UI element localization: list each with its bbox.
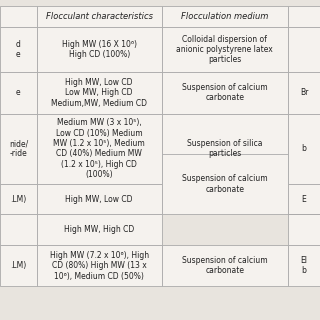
Bar <box>288 72 320 114</box>
Text: High MW, Low CD: High MW, Low CD <box>66 195 133 204</box>
Bar <box>288 6 320 27</box>
Text: High MW (16 X 10⁶)
High CD (100%): High MW (16 X 10⁶) High CD (100%) <box>62 40 137 59</box>
Bar <box>0 245 37 286</box>
Bar <box>162 245 288 286</box>
Text: El
b: El b <box>300 256 308 275</box>
Bar <box>288 214 320 245</box>
Bar <box>37 27 162 72</box>
Bar <box>288 27 320 72</box>
Text: Colloidal dispersion of
anionic polystyrene latex
particles: Colloidal dispersion of anionic polystyr… <box>176 35 273 65</box>
Bar <box>162 114 288 184</box>
Bar <box>288 245 320 286</box>
Text: Flocculation medium: Flocculation medium <box>181 12 268 21</box>
Bar <box>162 72 288 114</box>
Bar <box>288 184 320 214</box>
Bar <box>0 6 37 27</box>
Bar <box>37 184 162 214</box>
Text: .LM): .LM) <box>10 261 27 270</box>
Bar <box>0 27 37 72</box>
Text: e: e <box>16 88 21 97</box>
Text: High MW, Low CD
Low MW, High CD
Medium,MW, Medium CD: High MW, Low CD Low MW, High CD Medium,M… <box>51 78 147 108</box>
Bar <box>37 114 162 184</box>
Bar <box>37 6 162 27</box>
Text: Suspension of calcium
carbonate: Suspension of calcium carbonate <box>182 256 268 275</box>
Text: b: b <box>301 144 307 153</box>
Text: nide/
-ride: nide/ -ride <box>9 139 28 158</box>
Bar <box>37 72 162 114</box>
Text: Suspension of calcium
carbonate: Suspension of calcium carbonate <box>182 83 268 102</box>
Text: Br: Br <box>300 88 308 97</box>
Text: Suspension of silica
particles: Suspension of silica particles <box>187 139 262 158</box>
Bar <box>162 6 288 27</box>
Bar <box>37 245 162 286</box>
Bar <box>37 214 162 245</box>
Text: Suspension of calcium
carbonate: Suspension of calcium carbonate <box>182 174 268 194</box>
Text: High MW (7.2 x 10⁶), High
CD (80%) High MW (13 x
10⁶), Medium CD (50%): High MW (7.2 x 10⁶), High CD (80%) High … <box>50 251 149 281</box>
Bar <box>162 27 288 72</box>
Text: Flocculant characteristics: Flocculant characteristics <box>46 12 153 21</box>
Bar <box>0 184 37 214</box>
Bar <box>0 214 37 245</box>
Text: E: E <box>302 195 306 204</box>
Bar <box>0 72 37 114</box>
Text: Medium MW (3 x 10⁵),
Low CD (10%) Medium
MW (1.2 x 10⁵), Medium
CD (40%) Medium : Medium MW (3 x 10⁵), Low CD (10%) Medium… <box>53 118 145 179</box>
Text: d
e: d e <box>16 40 21 59</box>
Bar <box>162 154 288 214</box>
Text: High MW, High CD: High MW, High CD <box>64 225 134 234</box>
Bar <box>288 114 320 184</box>
Bar <box>0 114 37 184</box>
Text: .LM): .LM) <box>10 195 27 204</box>
